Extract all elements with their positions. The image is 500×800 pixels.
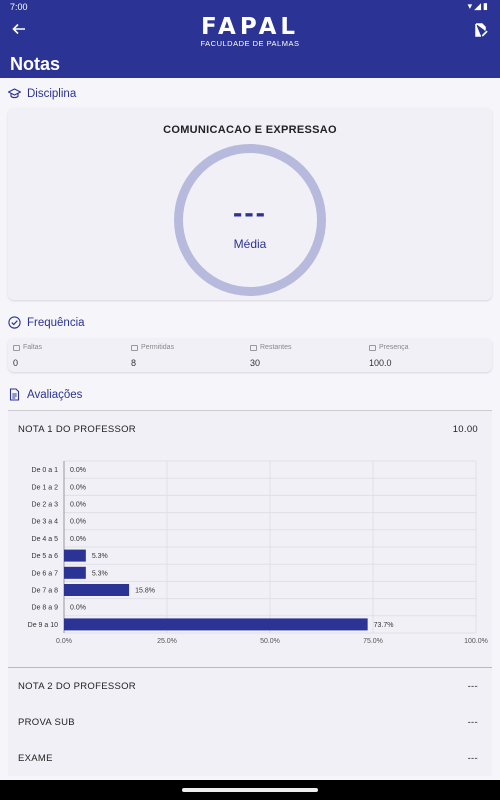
bar bbox=[64, 584, 130, 596]
category-label: De 1 a 2 bbox=[32, 484, 59, 491]
x-tick-label: 50.0% bbox=[260, 638, 280, 645]
data-label: 73.7% bbox=[374, 622, 394, 629]
freq-label: Restantes bbox=[260, 344, 292, 351]
edit-document-icon[interactable] bbox=[474, 23, 488, 40]
category-label: De 6 a 7 bbox=[32, 570, 59, 577]
x-tick-label: 100.0% bbox=[464, 638, 488, 645]
check-circle-icon bbox=[8, 316, 21, 329]
status-bar: 7:00 ▾◢▮ bbox=[0, 0, 500, 14]
avaliacoes-card: NOTA 1 DO PROFESSOR 10.00 0.0% 25.0% 50.0%… bbox=[8, 410, 492, 776]
eval-divider bbox=[8, 667, 492, 668]
category-label: De 0 a 1 bbox=[32, 467, 59, 474]
disciplina-card: COMUNICACAO E EXPRESSAO --- Média bbox=[8, 108, 492, 300]
average-ring: --- Média bbox=[174, 144, 326, 296]
status-time: 7:00 bbox=[10, 2, 28, 12]
freq-presenca: Presença 100.0 bbox=[369, 344, 479, 368]
freq-restantes: Restantes 30 bbox=[250, 344, 360, 368]
section-avaliacoes: Avaliações bbox=[8, 388, 82, 401]
section-disciplina: Disciplina bbox=[7, 87, 77, 100]
system-nav-bar bbox=[0, 780, 500, 800]
eval-value: --- bbox=[467, 717, 478, 728]
bar bbox=[64, 618, 368, 631]
category-label: De 8 a 9 bbox=[32, 605, 59, 612]
page-title: Notas bbox=[10, 54, 61, 74]
data-label: 0.0% bbox=[70, 605, 86, 612]
category-label: De 5 a 6 bbox=[32, 553, 59, 560]
logo-sub: FACULDADE DE PALMAS bbox=[200, 39, 300, 48]
eval-name: NOTA 2 DO PROFESSOR bbox=[18, 681, 136, 692]
freq-label: Permitidas bbox=[141, 344, 175, 351]
freq-faltas: Faltas 0 bbox=[13, 344, 123, 368]
freq-value: 8 bbox=[131, 358, 137, 368]
x-tick-label: 75.0% bbox=[363, 638, 383, 645]
bar bbox=[64, 566, 86, 579]
freq-label: Presença bbox=[379, 344, 409, 351]
app-header: 7:00 ▾◢▮ FAPAL FACULDADE DE PALMAS Notas bbox=[0, 0, 500, 78]
average-value: --- bbox=[233, 197, 267, 228]
x-tick-label: 0.0% bbox=[56, 638, 72, 645]
section-frequencia-label: Frequência bbox=[27, 316, 85, 329]
freq-label: Faltas bbox=[23, 344, 43, 351]
calendar-icon bbox=[13, 344, 20, 351]
eval-name: PROVA SUB bbox=[18, 717, 75, 728]
data-label: 0.0% bbox=[70, 536, 86, 543]
data-label: 0.0% bbox=[70, 519, 86, 526]
calendar-icon bbox=[131, 344, 138, 351]
data-label: 0.0% bbox=[70, 502, 86, 509]
calendar-icon bbox=[369, 344, 376, 351]
graduation-cap-icon bbox=[7, 87, 22, 100]
section-disciplina-label: Disciplina bbox=[27, 87, 77, 100]
data-label: 15.8% bbox=[135, 588, 155, 595]
x-tick-label: 25.0% bbox=[157, 638, 177, 645]
document-icon bbox=[8, 388, 21, 401]
freq-value: 100.0 bbox=[369, 358, 392, 368]
frequencia-card: Faltas 0 Permitidas 8 Restantes 30 Prese… bbox=[8, 338, 492, 372]
data-label: 0.0% bbox=[70, 467, 86, 474]
home-handle[interactable] bbox=[182, 788, 318, 792]
data-label: 0.0% bbox=[70, 484, 86, 491]
logo-main: FAPAL bbox=[200, 14, 300, 40]
fapal-logo: FAPAL FACULDADE DE PALMAS bbox=[200, 15, 300, 49]
eval-value: --- bbox=[467, 753, 478, 764]
eval-value: --- bbox=[467, 681, 478, 692]
data-label: 5.3% bbox=[92, 553, 108, 560]
section-avaliacoes-label: Avaliações bbox=[27, 388, 83, 401]
grade-distribution-chart: 0.0% 25.0% 50.0% 75.0% 100.0% De 0 a 1 0.0% De … bbox=[28, 460, 488, 645]
eval-name: EXAME bbox=[18, 753, 53, 764]
average-label: Média bbox=[233, 237, 267, 251]
freq-value: 30 bbox=[250, 358, 261, 368]
category-label: De 2 a 3 bbox=[32, 502, 59, 509]
calendar-icon bbox=[250, 344, 257, 351]
eval-value: 10.00 bbox=[452, 424, 478, 435]
category-label: De 4 a 5 bbox=[32, 536, 59, 543]
category-label: De 9 a 10 bbox=[28, 622, 58, 629]
bar bbox=[64, 549, 86, 562]
status-icons: ▾◢▮ bbox=[467, 1, 490, 11]
category-label: De 3 a 4 bbox=[32, 519, 59, 526]
eval-name: NOTA 1 DO PROFESSOR bbox=[18, 424, 136, 435]
freq-value: 0 bbox=[13, 358, 19, 368]
category-label: De 7 a 8 bbox=[32, 588, 59, 595]
section-frequencia: Frequência bbox=[8, 316, 85, 329]
data-label: 5.3% bbox=[92, 570, 108, 577]
freq-permitidas: Permitidas 8 bbox=[131, 344, 241, 368]
arrow-left-icon[interactable] bbox=[10, 22, 28, 41]
disciplina-name: COMUNICACAO E EXPRESSAO bbox=[163, 124, 337, 136]
